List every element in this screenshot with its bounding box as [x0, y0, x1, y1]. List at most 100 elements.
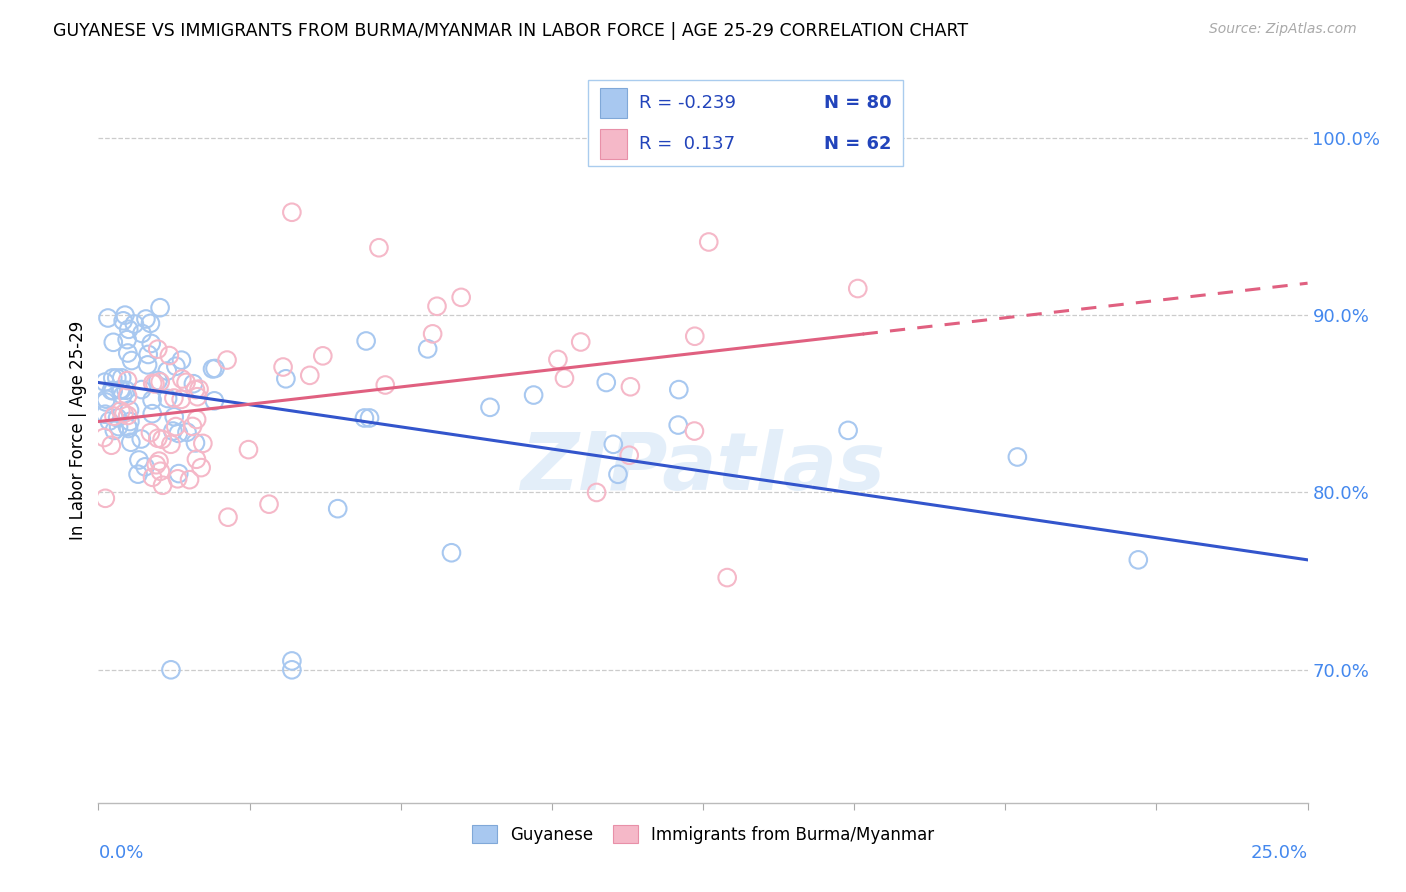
Point	[143, 376, 166, 391]
Y-axis label: In Labor Force | Age 25-29: In Labor Force | Age 25-29	[69, 321, 87, 540]
Point	[118, 403, 141, 417]
Point	[837, 424, 859, 438]
Point	[683, 424, 706, 438]
Text: 0.0%: 0.0%	[98, 844, 143, 862]
Point	[165, 419, 187, 434]
Point	[422, 326, 444, 341]
Point	[602, 437, 624, 451]
Point	[188, 382, 211, 396]
Point	[103, 424, 125, 438]
Point	[120, 435, 142, 450]
Point	[183, 376, 205, 391]
Point	[131, 326, 153, 341]
Point	[118, 322, 141, 336]
Point	[281, 654, 304, 668]
Point	[160, 663, 183, 677]
Point	[163, 409, 186, 424]
Point	[141, 336, 163, 351]
Point	[450, 290, 472, 304]
Point	[179, 473, 201, 487]
Point	[160, 437, 183, 451]
Point	[607, 467, 630, 482]
Point	[166, 472, 188, 486]
Point	[274, 372, 297, 386]
Point	[146, 374, 169, 388]
Point	[134, 459, 156, 474]
Point	[115, 333, 138, 347]
Point	[174, 376, 197, 390]
Point	[107, 410, 129, 425]
Point	[683, 329, 706, 343]
Point	[115, 383, 138, 397]
Point	[553, 371, 575, 385]
Point	[666, 418, 689, 433]
Point	[103, 335, 125, 350]
Point	[595, 376, 617, 390]
Point	[1007, 450, 1029, 464]
Point	[94, 491, 117, 506]
Point	[374, 378, 396, 392]
Point	[135, 312, 157, 326]
Text: ZIPatlas: ZIPatlas	[520, 429, 886, 507]
Point	[150, 432, 173, 446]
Point	[112, 407, 135, 421]
Point	[110, 404, 132, 418]
Point	[619, 448, 641, 462]
Point	[105, 371, 128, 385]
Point	[142, 376, 165, 391]
Point	[257, 497, 280, 511]
Point	[186, 452, 208, 467]
Text: R = -0.239: R = -0.239	[638, 94, 735, 112]
Point	[117, 389, 139, 403]
Point	[186, 412, 208, 426]
Point	[97, 310, 120, 325]
Bar	[600, 87, 627, 118]
Point	[94, 375, 117, 389]
Point	[416, 342, 439, 356]
Point	[127, 467, 149, 482]
Text: Source: ZipAtlas.com: Source: ZipAtlas.com	[1209, 22, 1357, 37]
Point	[117, 419, 139, 434]
Point	[101, 371, 124, 385]
Text: R =  0.137: R = 0.137	[638, 135, 735, 153]
Point	[107, 419, 129, 434]
Point	[184, 436, 207, 450]
Point	[110, 383, 132, 397]
Point	[94, 407, 117, 421]
Point	[184, 383, 207, 397]
Point	[141, 392, 163, 407]
Point	[353, 411, 375, 425]
Point	[176, 425, 198, 440]
Point	[186, 390, 208, 404]
Point	[585, 485, 607, 500]
Bar	[600, 128, 627, 159]
Point	[170, 372, 193, 386]
Point	[101, 384, 124, 398]
Point	[354, 334, 377, 348]
Point	[215, 353, 238, 368]
Point	[238, 442, 260, 457]
Point	[131, 383, 153, 397]
Point	[368, 241, 391, 255]
Point	[146, 431, 169, 445]
Point	[190, 460, 212, 475]
Point	[139, 316, 162, 330]
Text: N = 80: N = 80	[824, 94, 891, 112]
Point	[426, 299, 449, 313]
Point	[117, 374, 139, 388]
Point	[136, 347, 159, 361]
Point	[326, 501, 349, 516]
Point	[117, 346, 139, 360]
Point	[121, 353, 143, 368]
Point	[298, 368, 321, 383]
Text: GUYANESE VS IMMIGRANTS FROM BURMA/MYANMAR IN LABOR FORCE | AGE 25-29 CORRELATION: GUYANESE VS IMMIGRANTS FROM BURMA/MYANMA…	[53, 22, 969, 40]
Point	[523, 388, 546, 402]
Text: N = 62: N = 62	[824, 135, 891, 153]
Point	[114, 308, 136, 322]
Point	[479, 401, 502, 415]
Point	[129, 432, 152, 446]
Point	[156, 392, 179, 406]
Point	[117, 409, 139, 423]
Text: 25.0%: 25.0%	[1250, 844, 1308, 862]
Point	[112, 314, 135, 328]
